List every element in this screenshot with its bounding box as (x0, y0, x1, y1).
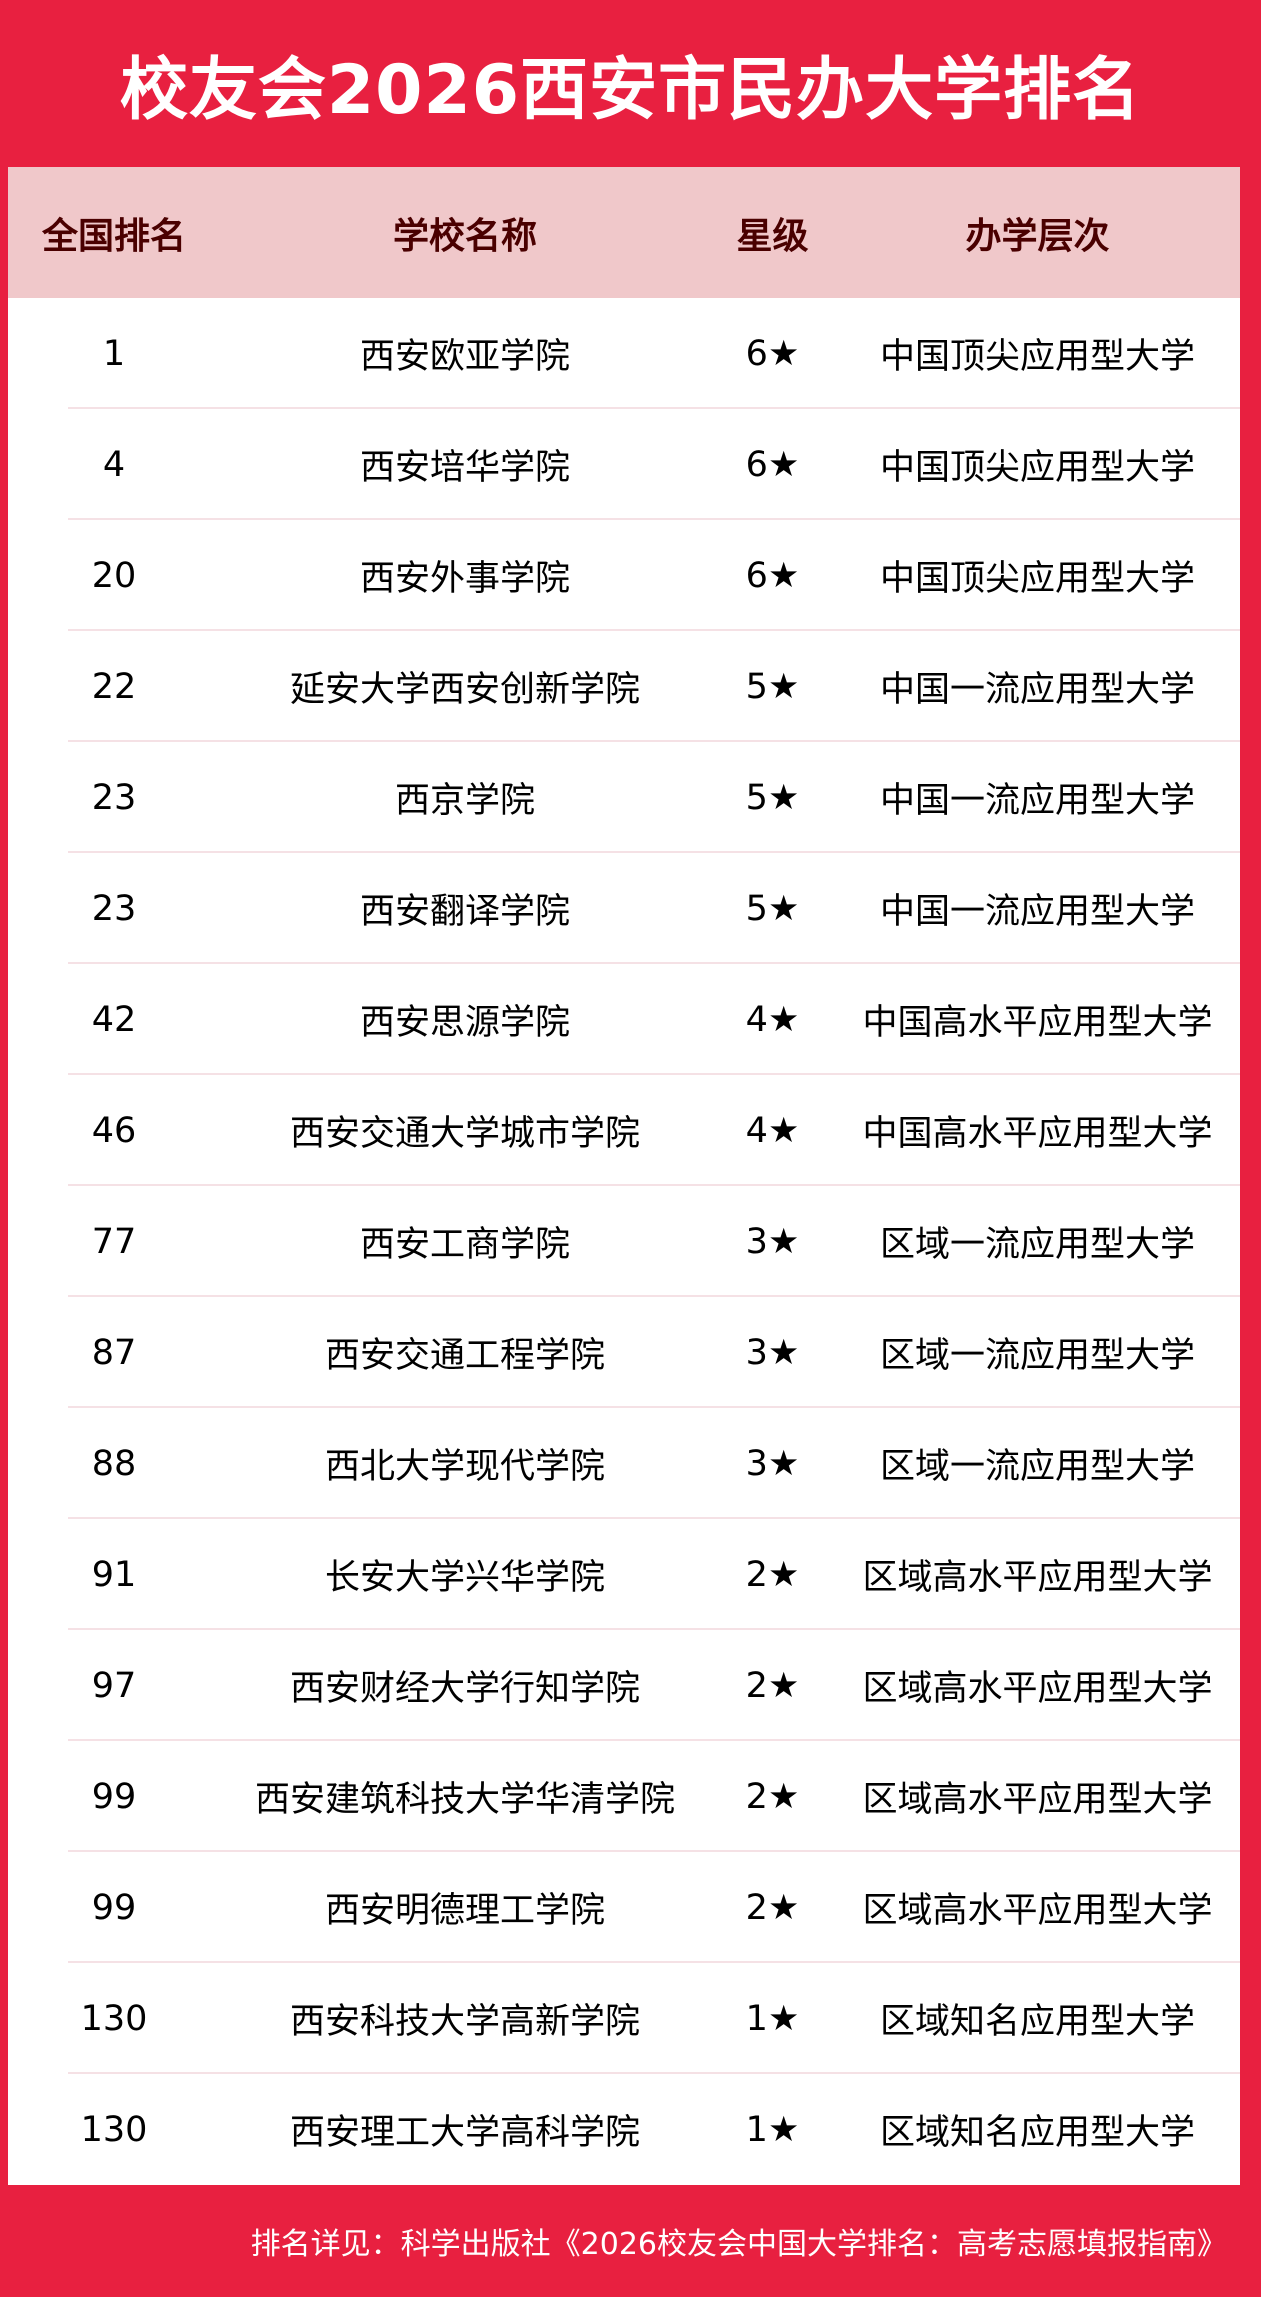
ranking-table: 全国排名 学校名称 星级 办学层次 1 西安欧亚学院 6★ 中国顶尖应用型大学 4 西安培… (8, 167, 1240, 2185)
table-row: 23 西安翻译学院 5★ 中国一流应用型大学 (8, 853, 1240, 964)
table-body: 1 西安欧亚学院 6★ 中国顶尖应用型大学 4 西安培华学院 6★ 中国顶尖应用型大学 20 西安… (8, 298, 1240, 2185)
rank: 99 (91, 1776, 137, 1817)
level: 中国顶尖应用型大学 (879, 559, 1195, 599)
school-name: 西安交通工程学院 (324, 1336, 605, 1376)
school-name: 西安理工大学高科学院 (289, 2113, 640, 2153)
level: 中国一流应用型大学 (879, 781, 1195, 821)
source-note: 排名详见：科学出版社《2026校友会中国大学排名：高考志愿填报指南》 (250, 2227, 1227, 2262)
level: 中国一流应用型大学 (879, 892, 1195, 932)
rank: 97 (91, 1665, 137, 1706)
table-row: 23 西京学院 5★ 中国一流应用型大学 (8, 742, 1240, 853)
star-rating: 3★ (745, 1443, 800, 1484)
star-rating: 2★ (745, 1665, 800, 1706)
star-rating: 1★ (745, 1998, 800, 2039)
table-row: 42 西安思源学院 4★ 中国高水平应用型大学 (8, 964, 1240, 1075)
rank: 87 (91, 1332, 137, 1373)
table-row: 87 西安交通工程学院 3★ 区域一流应用型大学 (8, 1297, 1240, 1408)
school-name: 西安外事学院 (359, 559, 570, 599)
table-row: 99 西安明德理工学院 2★ 区域高水平应用型大学 (8, 1852, 1240, 1963)
table-row: 97 西安财经大学行知学院 2★ 区域高水平应用型大学 (8, 1630, 1240, 1741)
level: 区域一流应用型大学 (879, 1225, 1195, 1265)
header-stars: 星级 (736, 215, 809, 257)
school-name: 西安建筑科技大学华清学院 (254, 1780, 675, 1820)
header-rank: 全国排名 (41, 215, 186, 257)
level: 中国顶尖应用型大学 (879, 448, 1195, 488)
school-name: 西安翻译学院 (359, 892, 570, 932)
level: 区域高水平应用型大学 (862, 1669, 1213, 1709)
rank: 130 (80, 1998, 148, 2039)
rank: 23 (91, 777, 137, 818)
table-row: 4 西安培华学院 6★ 中国顶尖应用型大学 (8, 409, 1240, 520)
star-rating: 2★ (745, 1776, 800, 1817)
school-name: 西安科技大学高新学院 (289, 2002, 640, 2042)
level: 区域知名应用型大学 (879, 2113, 1195, 2153)
rank: 99 (91, 1887, 137, 1928)
table-row: 91 长安大学兴华学院 2★ 区域高水平应用型大学 (8, 1519, 1240, 1630)
level: 中国高水平应用型大学 (862, 1114, 1213, 1154)
star-rating: 6★ (745, 555, 800, 596)
star-rating: 1★ (745, 2109, 800, 2150)
school-name: 西安培华学院 (359, 448, 570, 488)
star-rating: 4★ (745, 999, 800, 1040)
level: 区域一流应用型大学 (879, 1336, 1195, 1376)
school-name: 延安大学西安创新学院 (289, 670, 640, 710)
star-rating: 5★ (745, 666, 800, 707)
star-rating: 6★ (745, 444, 800, 485)
level: 区域高水平应用型大学 (862, 1891, 1213, 1931)
star-rating: 3★ (745, 1221, 800, 1262)
star-rating: 4★ (745, 1110, 800, 1151)
rank: 1 (102, 333, 126, 374)
table-row: 20 西安外事学院 6★ 中国顶尖应用型大学 (8, 520, 1240, 631)
rank: 20 (91, 555, 137, 596)
rank: 88 (91, 1443, 137, 1484)
school-name: 西安财经大学行知学院 (289, 1669, 640, 1709)
school-name: 西安思源学院 (359, 1003, 570, 1043)
table-header: 全国排名 学校名称 星级 办学层次 (8, 167, 1240, 298)
table-row: 130 西安科技大学高新学院 1★ 区域知名应用型大学 (8, 1963, 1240, 2074)
star-rating: 2★ (745, 1554, 800, 1595)
table-row: 1 西安欧亚学院 6★ 中国顶尖应用型大学 (8, 298, 1240, 409)
school-name: 西安交通大学城市学院 (289, 1114, 640, 1154)
school-name: 西京学院 (394, 781, 535, 821)
school-name: 西北大学现代学院 (324, 1447, 605, 1487)
rank: 22 (91, 666, 137, 707)
star-rating: 5★ (745, 888, 800, 929)
header-level: 办学层次 (965, 215, 1110, 257)
rank: 46 (91, 1110, 137, 1151)
table-row: 130 西安理工大学高科学院 1★ 区域知名应用型大学 (8, 2074, 1240, 2185)
page-title: 校友会2026西安市民办大学排名 (119, 51, 1142, 130)
school-name: 长安大学兴华学院 (324, 1558, 605, 1598)
rank: 4 (102, 444, 126, 485)
header-school: 学校名称 (392, 215, 537, 257)
rank: 130 (80, 2109, 148, 2150)
level: 中国一流应用型大学 (879, 670, 1195, 710)
level: 区域一流应用型大学 (879, 1447, 1195, 1487)
school-name: 西安明德理工学院 (324, 1891, 605, 1931)
star-rating: 2★ (745, 1887, 800, 1928)
table-row: 99 西安建筑科技大学华清学院 2★ 区域高水平应用型大学 (8, 1741, 1240, 1852)
level: 区域知名应用型大学 (879, 2002, 1195, 2042)
level: 中国顶尖应用型大学 (879, 337, 1195, 377)
table-row: 88 西北大学现代学院 3★ 区域一流应用型大学 (8, 1408, 1240, 1519)
rank: 23 (91, 888, 137, 929)
star-rating: 3★ (745, 1332, 800, 1373)
level: 中国高水平应用型大学 (862, 1003, 1213, 1043)
level: 区域高水平应用型大学 (862, 1558, 1213, 1598)
rank: 91 (91, 1554, 137, 1595)
level: 区域高水平应用型大学 (862, 1780, 1213, 1820)
rank: 77 (91, 1221, 137, 1262)
rank: 42 (91, 999, 137, 1040)
star-rating: 5★ (745, 777, 800, 818)
table-row: 22 延安大学西安创新学院 5★ 中国一流应用型大学 (8, 631, 1240, 742)
table-row: 46 西安交通大学城市学院 4★ 中国高水平应用型大学 (8, 1075, 1240, 1186)
school-name: 西安工商学院 (359, 1225, 570, 1265)
table-row: 77 西安工商学院 3★ 区域一流应用型大学 (8, 1186, 1240, 1297)
star-rating: 6★ (745, 333, 800, 374)
school-name: 西安欧亚学院 (359, 337, 570, 377)
